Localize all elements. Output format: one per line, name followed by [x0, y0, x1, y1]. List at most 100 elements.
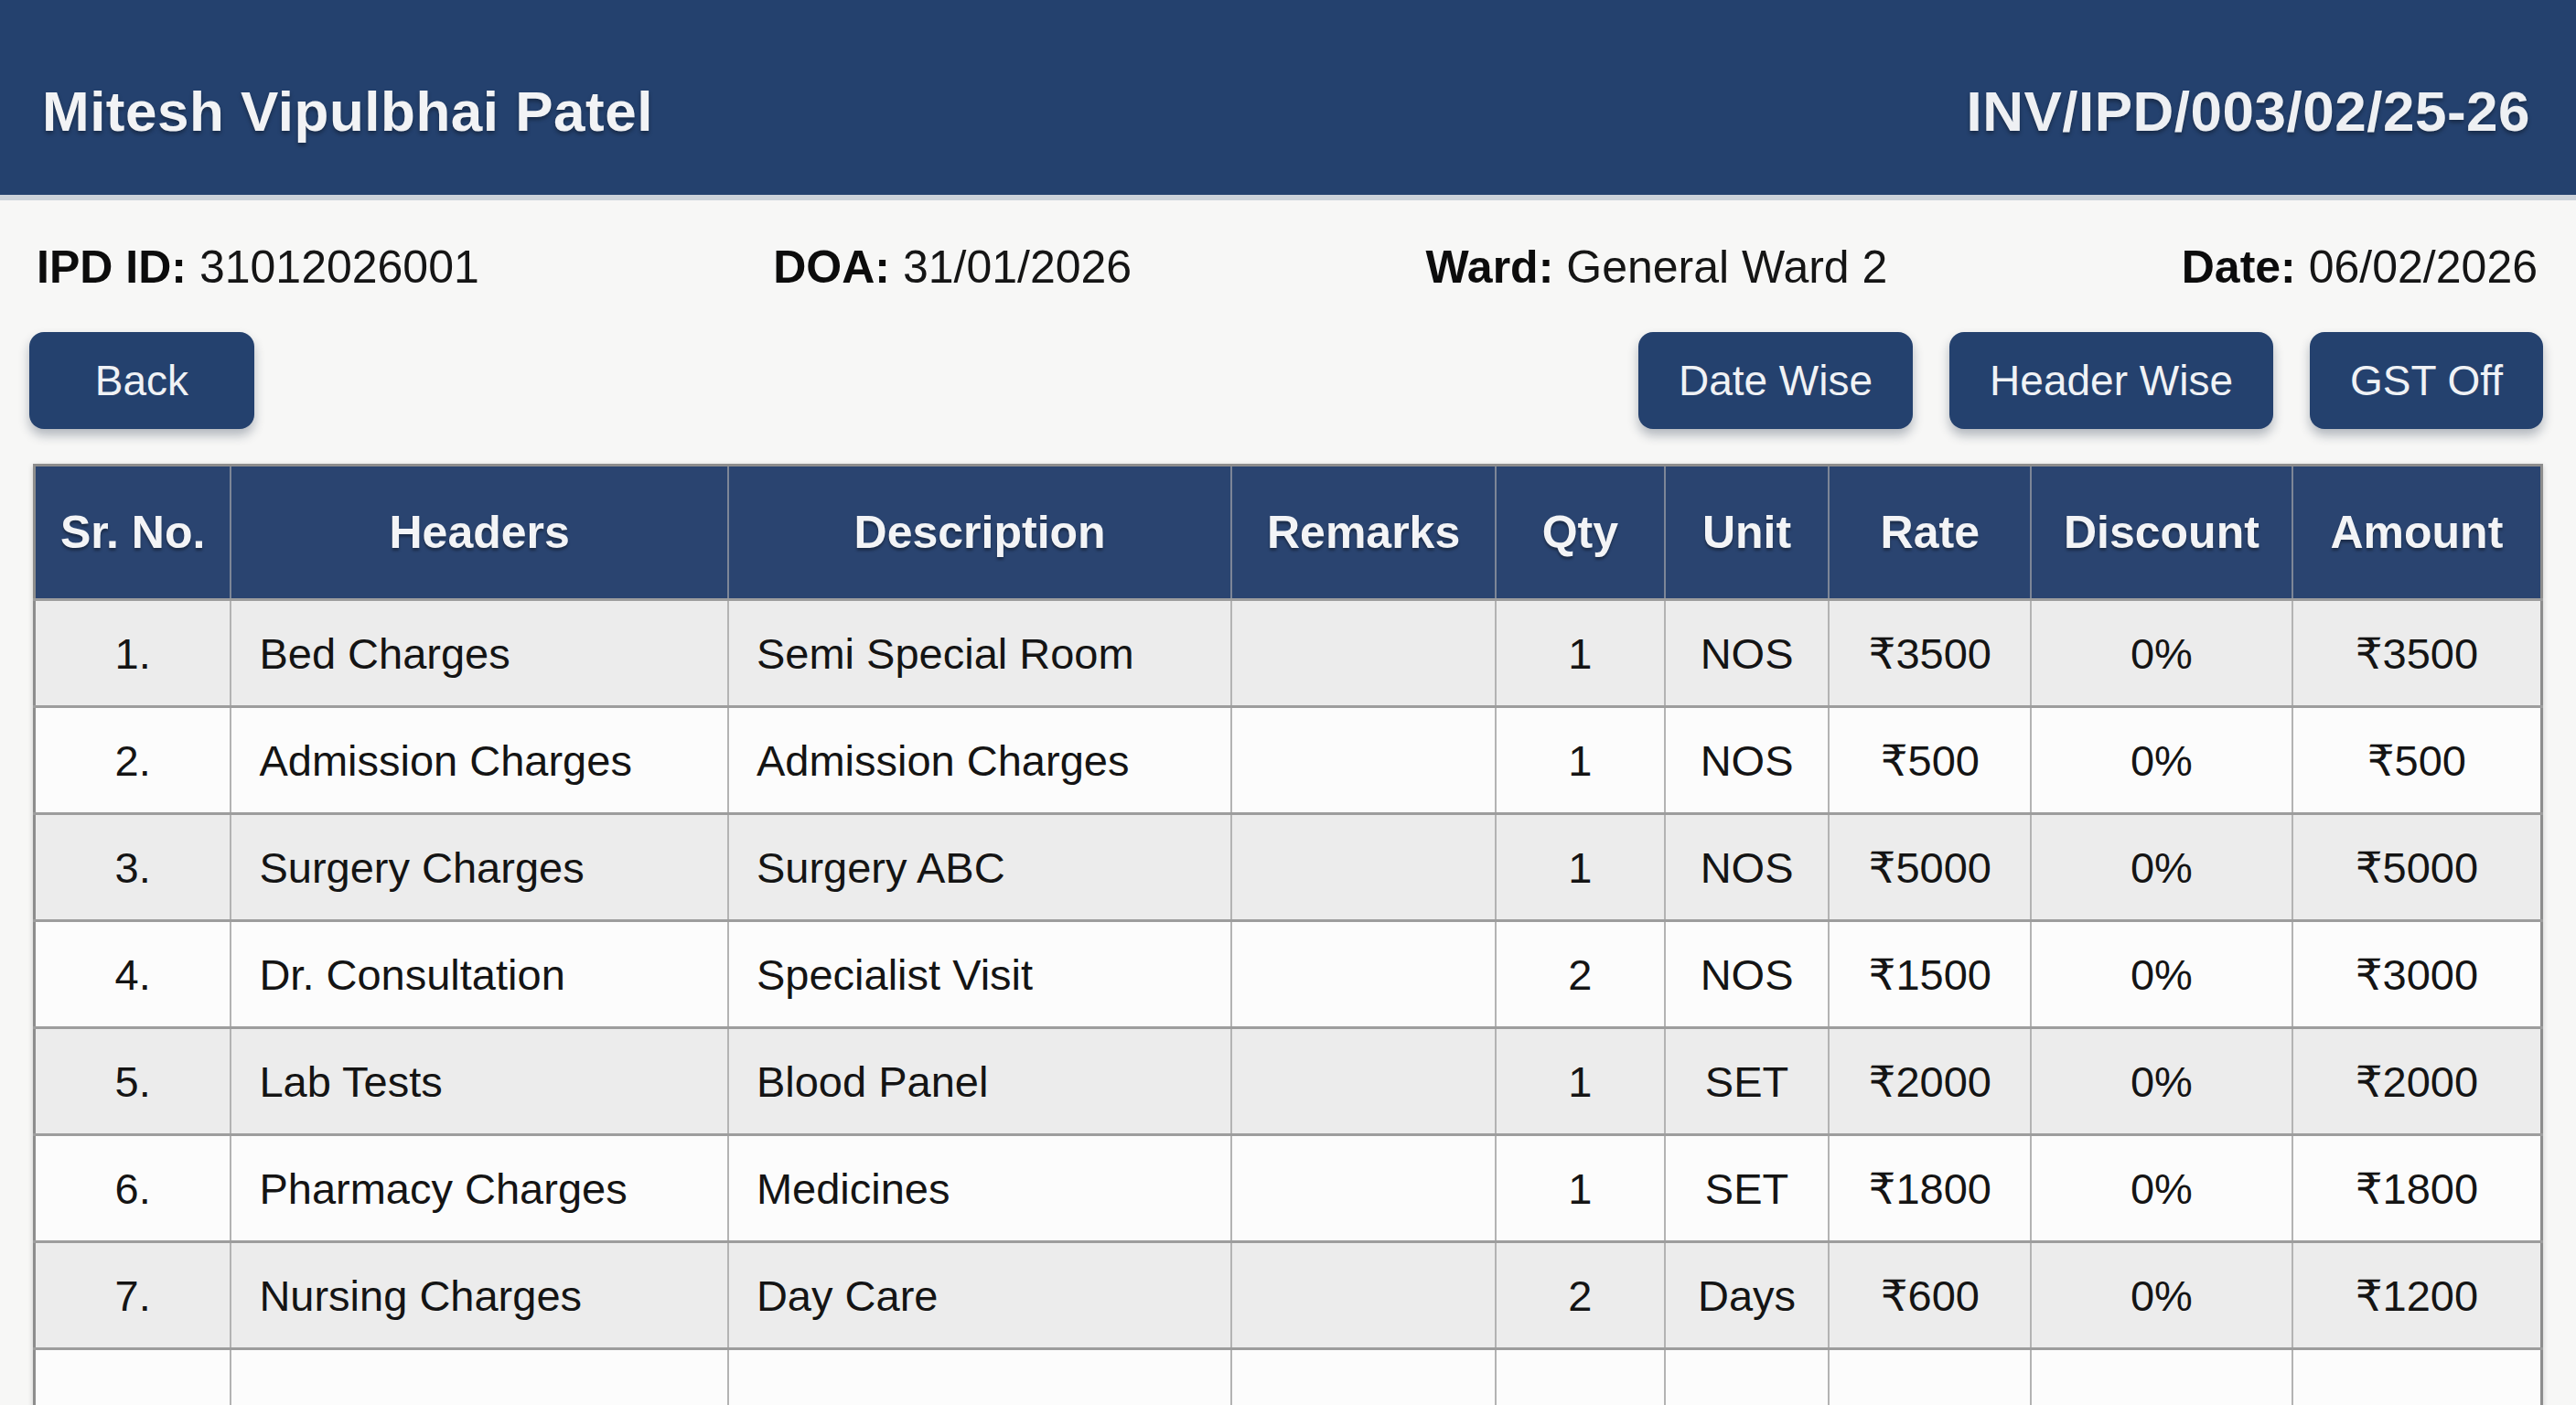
cell-remarks [1231, 921, 1496, 1028]
cell-header: Surgery Charges [231, 814, 728, 921]
cell-discount [2031, 1349, 2292, 1405]
admission-info-strip: IPD ID:31012026001 DOA:31/01/2026 Ward:G… [37, 241, 2538, 294]
ipd-id-value: 31012026001 [199, 241, 479, 293]
cell-rate: ₹600 [1829, 1242, 2031, 1349]
table-row: 3. Surgery Charges Surgery ABC 1 NOS ₹50… [35, 814, 2542, 921]
cell-remarks [1231, 1242, 1496, 1349]
table-row: 6. Pharmacy Charges Medicines 1 SET ₹180… [35, 1135, 2542, 1242]
cell-unit: Days [1665, 1242, 1830, 1349]
cell-unit: NOS [1665, 921, 1830, 1028]
cell-description: Medicines [728, 1135, 1231, 1242]
cell-amount: ₹1800 [2292, 1135, 2542, 1242]
date-wise-button[interactable]: Date Wise [1638, 332, 1913, 429]
column-header-qty: Qty [1496, 466, 1665, 600]
column-header-remarks: Remarks [1231, 466, 1496, 600]
cell-remarks [1231, 707, 1496, 814]
cell-sr-no [35, 1349, 231, 1405]
table-row-partial [35, 1349, 2542, 1405]
cell-rate: ₹1800 [1829, 1135, 2031, 1242]
cell-unit: NOS [1665, 707, 1830, 814]
table-row: 4. Dr. Consultation Specialist Visit 2 N… [35, 921, 2542, 1028]
cell-header: Admission Charges [231, 707, 728, 814]
toolbar-right-group: Date Wise Header Wise GST Off [1638, 332, 2543, 429]
cell-description: Surgery ABC [728, 814, 1231, 921]
column-header-discount: Discount [2031, 466, 2292, 600]
column-header-sr-no: Sr. No. [35, 466, 231, 600]
cell-rate: ₹1500 [1829, 921, 2031, 1028]
table-row: 5. Lab Tests Blood Panel 1 SET ₹2000 0% … [35, 1028, 2542, 1135]
cell-qty: 1 [1496, 707, 1665, 814]
date-label: Date: [2182, 241, 2296, 293]
cell-amount [2292, 1349, 2542, 1405]
cell-unit [1665, 1349, 1830, 1405]
cell-remarks [1231, 1028, 1496, 1135]
table-row: 2. Admission Charges Admission Charges 1… [35, 707, 2542, 814]
cell-sr-no: 4. [35, 921, 231, 1028]
cell-sr-no: 3. [35, 814, 231, 921]
cell-amount: ₹3000 [2292, 921, 2542, 1028]
cell-description [728, 1349, 1231, 1405]
header-wise-button[interactable]: Header Wise [1949, 332, 2273, 429]
column-header-headers: Headers [231, 466, 728, 600]
cell-amount: ₹3500 [2292, 600, 2542, 707]
cell-unit: NOS [1665, 600, 1830, 707]
cell-header: Dr. Consultation [231, 921, 728, 1028]
cell-rate [1829, 1349, 2031, 1405]
cell-qty [1496, 1349, 1665, 1405]
patient-name: Mitesh Vipulbhai Patel [42, 79, 653, 144]
cell-qty: 1 [1496, 1135, 1665, 1242]
cell-remarks [1231, 814, 1496, 921]
cell-header: Nursing Charges [231, 1242, 728, 1349]
cell-description: Semi Special Room [728, 600, 1231, 707]
cell-unit: NOS [1665, 814, 1830, 921]
cell-qty: 1 [1496, 1028, 1665, 1135]
column-header-amount: Amount [2292, 466, 2542, 600]
table-header-row: Sr. No. Headers Description Remarks Qty … [35, 466, 2542, 600]
cell-header: Pharmacy Charges [231, 1135, 728, 1242]
doa-value: 31/01/2026 [903, 241, 1132, 293]
cell-rate: ₹5000 [1829, 814, 2031, 921]
doa-field: DOA:31/01/2026 [773, 241, 1132, 294]
back-button[interactable]: Back [29, 332, 254, 429]
gst-off-button[interactable]: GST Off [2310, 332, 2543, 429]
cell-discount: 0% [2031, 1028, 2292, 1135]
cell-header: Lab Tests [231, 1028, 728, 1135]
toolbar: Back Date Wise Header Wise GST Off [29, 332, 2543, 429]
cell-remarks [1231, 1135, 1496, 1242]
cell-sr-no: 1. [35, 600, 231, 707]
cell-header [231, 1349, 728, 1405]
doa-label: DOA: [773, 241, 890, 293]
column-header-unit: Unit [1665, 466, 1830, 600]
cell-discount: 0% [2031, 707, 2292, 814]
cell-discount: 0% [2031, 921, 2292, 1028]
cell-amount: ₹2000 [2292, 1028, 2542, 1135]
ward-label: Ward: [1426, 241, 1554, 293]
cell-amount: ₹1200 [2292, 1242, 2542, 1349]
table-row: 1. Bed Charges Semi Special Room 1 NOS ₹… [35, 600, 2542, 707]
cell-amount: ₹5000 [2292, 814, 2542, 921]
cell-description: Blood Panel [728, 1028, 1231, 1135]
cell-discount: 0% [2031, 1242, 2292, 1349]
ipd-id-label: IPD ID: [37, 241, 187, 293]
cell-remarks [1231, 1349, 1496, 1405]
cell-header: Bed Charges [231, 600, 728, 707]
cell-remarks [1231, 600, 1496, 707]
ipd-id-field: IPD ID:31012026001 [37, 241, 479, 294]
cell-amount: ₹500 [2292, 707, 2542, 814]
cell-sr-no: 5. [35, 1028, 231, 1135]
ward-value: General Ward 2 [1566, 241, 1887, 293]
cell-sr-no: 2. [35, 707, 231, 814]
cell-description: Day Care [728, 1242, 1231, 1349]
cell-qty: 1 [1496, 814, 1665, 921]
cell-discount: 0% [2031, 600, 2292, 707]
invoice-number: INV/IPD/003/02/25-26 [1966, 79, 2530, 144]
cell-discount: 0% [2031, 814, 2292, 921]
cell-rate: ₹3500 [1829, 600, 2031, 707]
charges-table: Sr. No. Headers Description Remarks Qty … [33, 464, 2543, 1405]
cell-description: Specialist Visit [728, 921, 1231, 1028]
cell-rate: ₹2000 [1829, 1028, 2031, 1135]
cell-description: Admission Charges [728, 707, 1231, 814]
cell-qty: 2 [1496, 921, 1665, 1028]
cell-unit: SET [1665, 1028, 1830, 1135]
column-header-description: Description [728, 466, 1231, 600]
